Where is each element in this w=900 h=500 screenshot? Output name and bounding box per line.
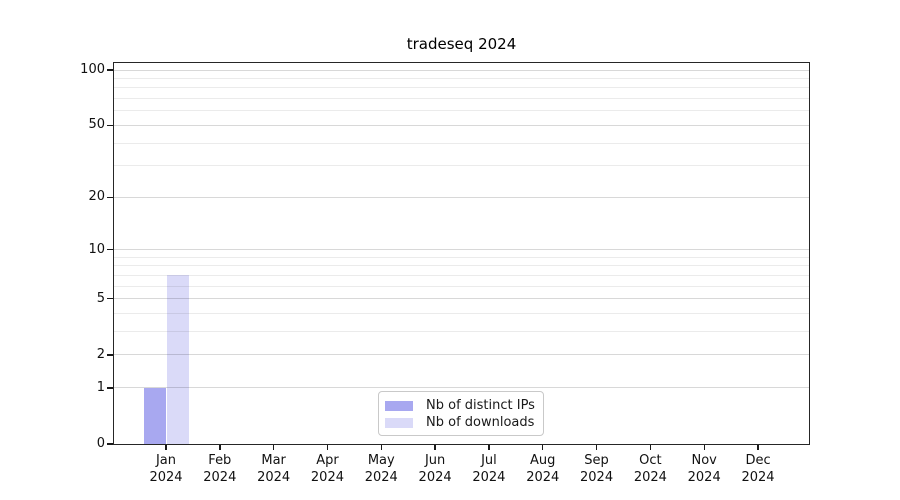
x-tick-mark: [326, 445, 329, 450]
y-tick-label: 20: [88, 189, 105, 205]
x-tick-year: 2024: [257, 469, 291, 485]
x-tick-mark: [757, 445, 759, 450]
y-tick-label: 100: [80, 62, 105, 77]
x-tick-label: Feb 2024: [192, 453, 248, 486]
x-tick-mark: [542, 445, 544, 450]
x-tick-mark: [165, 445, 167, 450]
x-tick-month: Mar: [261, 453, 286, 468]
x-tick-label: Jun 2024: [407, 453, 463, 486]
x-tick-mark: [272, 445, 275, 450]
x-tick-month: Aug: [530, 453, 556, 468]
x-tick-label: Sep 2024: [569, 453, 625, 486]
x-tick-month: Jun: [424, 453, 446, 468]
x-tick-label: Apr 2024: [299, 453, 355, 486]
x-tick-month: Jul: [481, 453, 497, 468]
bars-layer: [114, 63, 809, 444]
x-tick-mark: [434, 445, 436, 450]
x-tick-month: Feb: [208, 453, 232, 468]
x-tick-mark: [649, 445, 652, 450]
y-tick-mark: [107, 354, 113, 356]
x-tick-label: Nov 2024: [676, 453, 732, 486]
x-tick-month: Jan: [155, 453, 177, 468]
x-tick-year: 2024: [364, 469, 398, 485]
x-tick-month: Dec: [745, 453, 771, 468]
y-tick-mark: [107, 387, 113, 389]
y-tick-mark: [107, 69, 113, 71]
y-tick-label: 2: [96, 346, 105, 362]
y-tick-label: 1: [96, 379, 105, 395]
x-tick-year: 2024: [472, 469, 506, 485]
x-tick-year: 2024: [418, 469, 452, 485]
x-tick-mark: [595, 445, 598, 450]
legend-label: Nb of downloads: [426, 415, 535, 430]
x-tick-year: 2024: [580, 469, 614, 485]
legend-item: Nb of distinct IPs: [385, 398, 535, 414]
y-tick-mark: [107, 124, 113, 127]
x-tick-month: Apr: [316, 453, 339, 468]
y-tick-label: 10: [88, 241, 105, 257]
y-tick-mark: [107, 443, 113, 445]
x-tick-label: Oct 2024: [622, 453, 678, 486]
x-tick-year: 2024: [203, 469, 237, 485]
x-tick-mark: [488, 445, 490, 450]
y-tick-mark: [107, 298, 113, 300]
legend-swatch: [385, 400, 413, 411]
x-tick-month: Oct: [639, 453, 662, 468]
x-tick-month: Nov: [691, 453, 717, 468]
x-tick-mark: [219, 445, 221, 450]
plot-area: [113, 62, 810, 445]
legend-label: Nb of distinct IPs: [426, 398, 535, 413]
bar-nb-of-distinct-ips-jan: [143, 387, 166, 444]
x-tick-label: Jul 2024: [461, 453, 517, 486]
y-tick-label: 5: [96, 290, 105, 306]
x-tick-label: Jan 2024: [138, 453, 194, 486]
x-tick-year: 2024: [741, 469, 775, 485]
y-tick-label: 0: [96, 436, 105, 451]
y-tick-mark: [107, 196, 113, 198]
x-tick-label: May 2024: [353, 453, 409, 486]
x-tick-month: Sep: [584, 453, 609, 468]
x-tick-year: 2024: [149, 469, 183, 485]
x-tick-label: Mar 2024: [246, 453, 302, 486]
x-tick-month: May: [367, 453, 395, 468]
x-tick-mark: [703, 445, 705, 450]
x-tick-label: Aug 2024: [515, 453, 571, 486]
x-tick-year: 2024: [526, 469, 560, 485]
legend-item: Nb of downloads: [385, 415, 535, 431]
x-tick-label: Dec 2024: [730, 453, 786, 486]
x-tick-year: 2024: [310, 469, 344, 485]
chart-title: tradeseq 2024: [406, 35, 517, 53]
legend: Nb of distinct IPs Nb of downloads: [378, 391, 544, 436]
x-tick-year: 2024: [633, 469, 667, 485]
x-tick-year: 2024: [687, 469, 721, 485]
x-tick-mark: [380, 445, 382, 450]
y-tick-mark: [107, 248, 113, 251]
legend-swatch: [385, 417, 413, 428]
y-tick-label: 50: [88, 117, 105, 133]
bar-nb-of-downloads-jan: [166, 275, 189, 444]
